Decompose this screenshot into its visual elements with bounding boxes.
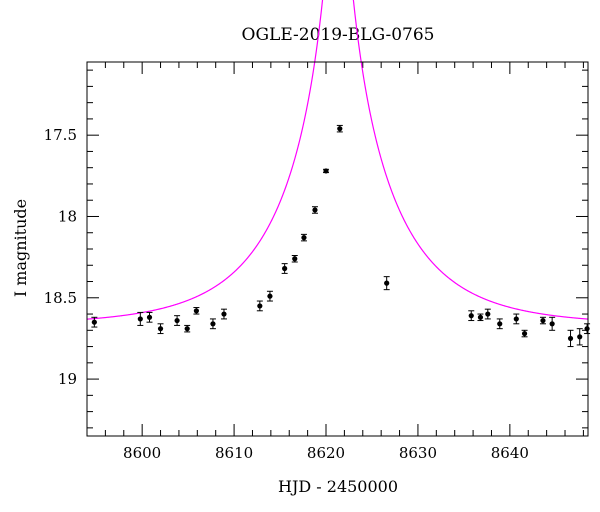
plot-frame xyxy=(86,61,589,437)
data-points xyxy=(91,124,591,348)
x-tick-label: 8600 xyxy=(123,444,161,462)
data-point xyxy=(220,308,227,320)
data-point xyxy=(184,324,191,333)
data-point xyxy=(513,313,520,325)
data-point xyxy=(300,233,307,242)
data-point xyxy=(311,206,318,214)
x-tick-label: 8640 xyxy=(491,444,529,462)
data-point xyxy=(323,168,330,174)
tick-labels: 8600 8610 8620 8630 8640 17.5 18 18.5 19 xyxy=(44,126,529,462)
data-point xyxy=(209,318,216,330)
x-tick-label: 8610 xyxy=(215,444,253,462)
data-point xyxy=(468,310,475,322)
data-point xyxy=(336,124,343,133)
y-tick-label: 17.5 xyxy=(44,126,77,144)
data-point xyxy=(383,276,390,291)
y-axis-label: I magnitude xyxy=(11,199,30,297)
model-curve xyxy=(86,0,589,320)
y-tick-label: 18 xyxy=(58,207,77,225)
data-point xyxy=(291,255,298,263)
data-point xyxy=(584,323,591,335)
data-point xyxy=(539,316,546,325)
data-point xyxy=(549,316,556,331)
data-point xyxy=(496,318,503,330)
y-tick-label: 18.5 xyxy=(44,289,77,307)
chart-title: OGLE-2019-BLG-0765 xyxy=(242,25,435,45)
data-point xyxy=(193,307,200,315)
data-point xyxy=(567,329,574,348)
data-point xyxy=(521,329,528,338)
data-point xyxy=(484,308,491,320)
data-point xyxy=(91,316,98,328)
data-point xyxy=(256,300,263,312)
data-point xyxy=(146,311,153,323)
data-point xyxy=(281,263,288,274)
axis-ticks xyxy=(86,62,588,436)
data-point xyxy=(266,290,273,302)
data-point xyxy=(157,323,164,335)
data-point xyxy=(174,315,181,326)
data-point xyxy=(576,328,583,346)
x-tick-label: 8620 xyxy=(307,444,345,462)
x-axis-label: HJD - 2450000 xyxy=(278,477,398,496)
data-point xyxy=(137,311,144,326)
x-tick-label: 8630 xyxy=(399,444,437,462)
y-tick-label: 19 xyxy=(58,370,77,388)
data-point xyxy=(477,313,484,322)
